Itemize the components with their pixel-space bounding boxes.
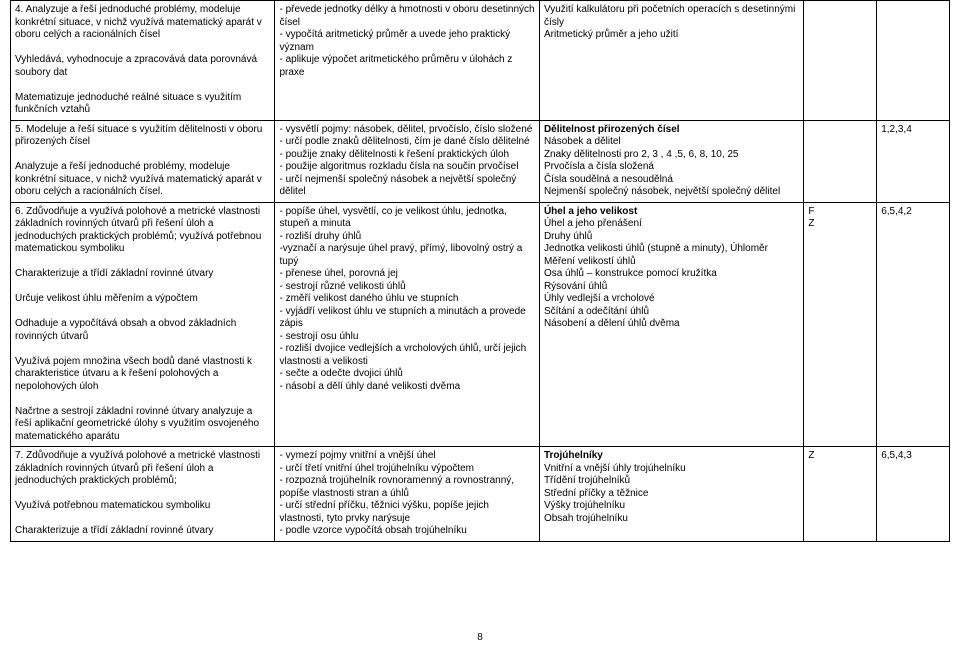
cell-codes: 1,2,3,4 bbox=[877, 120, 950, 202]
cell-codes: 6,5,4,2 bbox=[877, 202, 950, 447]
cell-objectives: 6. Zdůvodňuje a využívá polohové a metri… bbox=[11, 202, 275, 447]
table-row: 7. Zdůvodňuje a využívá polohové a metri… bbox=[11, 447, 950, 542]
topic-body: Úhel a jeho přenášeníDruhy úhlůJednotka … bbox=[544, 218, 768, 329]
page: 4. Analyzuje a řeší jednoduché problémy,… bbox=[0, 0, 960, 647]
cell-topic: Dělitelnost přirozených číselNásobek a d… bbox=[539, 120, 803, 202]
cell-objectives: 5. Modeluje a řeší situace s využitím dě… bbox=[11, 120, 275, 202]
topic-body: Násobek a dělitelZnaky dělitelnosti pro … bbox=[544, 136, 780, 197]
cell-codes bbox=[877, 1, 950, 121]
table-row: 6. Zdůvodňuje a využívá polohové a metri… bbox=[11, 202, 950, 447]
topic-body: Vnitřní a vnější úhly trojúhelníkuTříděn… bbox=[544, 463, 686, 524]
cell-outcomes: - vysvětlí pojmy: násobek, dělitel, prvo… bbox=[275, 120, 539, 202]
cell-topic: Úhel a jeho velikostÚhel a jeho přenášen… bbox=[539, 202, 803, 447]
page-number: 8 bbox=[0, 632, 960, 643]
cell-outcomes: - popíše úhel, vysvětlí, co je velikost … bbox=[275, 202, 539, 447]
table-row: 5. Modeluje a řeší situace s využitím dě… bbox=[11, 120, 950, 202]
cell-objectives: 4. Analyzuje a řeší jednoduché problémy,… bbox=[11, 1, 275, 121]
cell-objectives: 7. Zdůvodňuje a využívá polohové a metri… bbox=[11, 447, 275, 542]
cell-topic: Využití kalkulátoru při početních operac… bbox=[539, 1, 803, 121]
cell-outcomes: - vymezí pojmy vnitřní a vnější úhel- ur… bbox=[275, 447, 539, 542]
cell-cross: FZ bbox=[804, 202, 877, 447]
cell-outcomes: - převede jednotky délky a hmotnosti v o… bbox=[275, 1, 539, 121]
cell-cross bbox=[804, 120, 877, 202]
cell-cross bbox=[804, 1, 877, 121]
cell-codes: 6,5,4,3 bbox=[877, 447, 950, 542]
topic-title: Trojúhelníky bbox=[544, 450, 603, 461]
topic-body: Využití kalkulátoru při početních operac… bbox=[544, 4, 795, 40]
topic-title: Dělitelnost přirozených čísel bbox=[544, 124, 680, 135]
table-row: 4. Analyzuje a řeší jednoduché problémy,… bbox=[11, 1, 950, 121]
cell-cross: Z bbox=[804, 447, 877, 542]
topic-title: Úhel a jeho velikost bbox=[544, 206, 637, 217]
cell-topic: Trojúhelníky Vnitřní a vnější úhly trojúh… bbox=[539, 447, 803, 542]
table-body: 4. Analyzuje a řeší jednoduché problémy,… bbox=[11, 1, 950, 542]
curriculum-table: 4. Analyzuje a řeší jednoduché problémy,… bbox=[10, 0, 950, 542]
